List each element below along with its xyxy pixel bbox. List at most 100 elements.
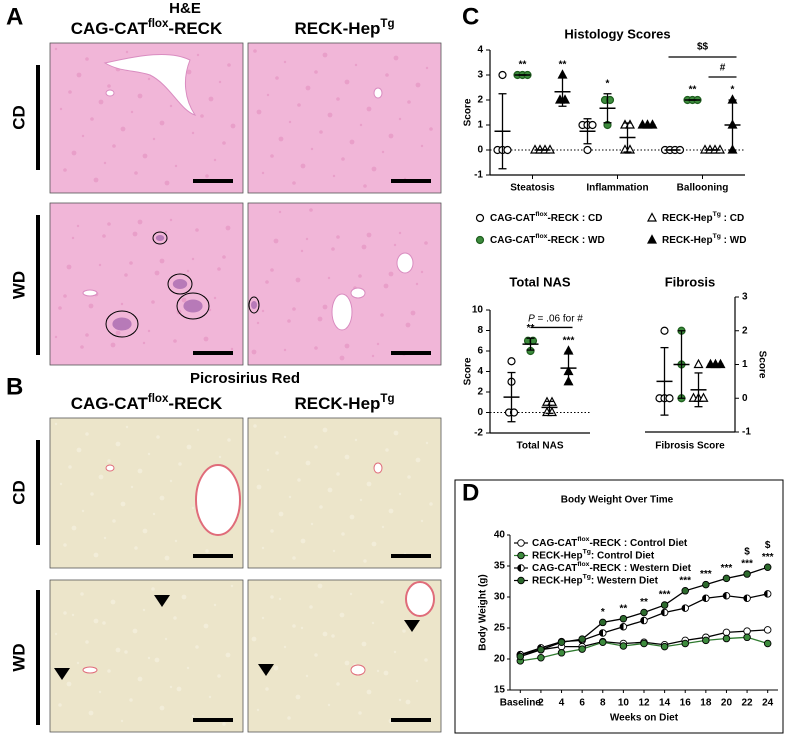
texture bbox=[266, 468, 270, 472]
texture bbox=[292, 181, 296, 185]
y-tick-label: -2 bbox=[474, 428, 483, 439]
texture bbox=[314, 346, 318, 350]
data-point bbox=[503, 145, 512, 155]
superscript: Tg bbox=[380, 393, 394, 405]
texture bbox=[76, 72, 82, 78]
texture bbox=[393, 430, 399, 436]
lesion-outline bbox=[176, 292, 210, 320]
texture bbox=[147, 77, 151, 81]
legend-label: RECK-HepTg: Western Diet bbox=[532, 574, 659, 586]
texture bbox=[420, 270, 424, 274]
vessel bbox=[396, 252, 414, 274]
superscript: Tg bbox=[380, 18, 394, 30]
data-point bbox=[599, 629, 607, 637]
texture bbox=[59, 482, 63, 486]
data-point bbox=[619, 614, 628, 623]
texture bbox=[115, 330, 121, 336]
texture bbox=[137, 468, 143, 474]
micrograph bbox=[247, 202, 442, 366]
texture bbox=[429, 127, 433, 131]
arrowhead bbox=[258, 664, 274, 676]
texture bbox=[63, 294, 67, 298]
texture bbox=[305, 237, 309, 241]
texture bbox=[107, 669, 111, 673]
texture bbox=[300, 163, 306, 169]
data-point bbox=[516, 652, 525, 661]
texture bbox=[275, 451, 279, 455]
data-point bbox=[619, 623, 628, 631]
texture bbox=[54, 632, 58, 636]
y-axis-label: Body Weight (g) bbox=[478, 574, 489, 650]
legend-label: CAG-CATflox-RECK : Control Diet bbox=[532, 536, 688, 548]
data-point bbox=[498, 70, 507, 80]
x-tick-label: Fibrosis Score bbox=[655, 441, 725, 452]
texture bbox=[85, 333, 89, 337]
texture bbox=[71, 150, 77, 156]
y-tick-label: 25 bbox=[494, 623, 506, 634]
texture bbox=[380, 600, 384, 604]
texture bbox=[359, 498, 363, 502]
texture bbox=[388, 271, 394, 277]
legend-marker bbox=[475, 235, 485, 245]
legend-label: CAG-CATflox-RECK : WD bbox=[490, 233, 605, 245]
texture bbox=[54, 422, 58, 426]
texture bbox=[134, 171, 138, 175]
texture bbox=[393, 243, 397, 247]
data-point bbox=[537, 654, 545, 662]
texture bbox=[385, 448, 389, 452]
texture bbox=[54, 335, 58, 339]
data-point bbox=[702, 594, 710, 602]
texture bbox=[107, 222, 111, 226]
texture bbox=[410, 310, 416, 316]
superscript: flox bbox=[577, 561, 589, 568]
data-point bbox=[763, 626, 772, 634]
vessel bbox=[350, 664, 366, 676]
texture bbox=[371, 166, 377, 172]
texture bbox=[415, 82, 421, 88]
texture bbox=[186, 269, 190, 273]
lesion bbox=[155, 235, 165, 241]
texture bbox=[383, 670, 389, 676]
texture bbox=[213, 603, 217, 607]
x-tick-label: 24 bbox=[762, 698, 774, 709]
texture bbox=[425, 66, 429, 70]
texture bbox=[176, 686, 182, 692]
texture bbox=[147, 452, 151, 456]
x-tick-label: 4 bbox=[559, 698, 565, 709]
y-tick-label: 0 bbox=[477, 407, 483, 418]
texture bbox=[295, 694, 301, 700]
x-tick-label: 18 bbox=[700, 698, 712, 709]
text-part: CAG-CAT bbox=[490, 235, 535, 246]
texture bbox=[256, 484, 262, 490]
significance: *** bbox=[762, 552, 774, 563]
texture bbox=[309, 605, 313, 609]
micrograph bbox=[49, 579, 244, 733]
legend-marker bbox=[475, 213, 485, 223]
texture bbox=[300, 538, 306, 544]
texture bbox=[154, 657, 160, 663]
significance: ** bbox=[640, 597, 648, 608]
texture bbox=[205, 174, 209, 178]
data-point bbox=[599, 618, 607, 627]
texture bbox=[359, 123, 363, 127]
data-point bbox=[507, 357, 516, 366]
texture bbox=[402, 629, 406, 633]
texture bbox=[319, 505, 323, 509]
italic-part: P bbox=[528, 313, 535, 324]
texture bbox=[195, 228, 199, 232]
texture bbox=[273, 665, 279, 671]
texture bbox=[366, 232, 372, 238]
texture bbox=[66, 681, 72, 687]
texture bbox=[424, 241, 428, 245]
data-point bbox=[640, 616, 648, 625]
texture bbox=[54, 47, 58, 51]
text-part: CAG-CAT bbox=[71, 19, 149, 38]
texture bbox=[339, 612, 345, 618]
texture bbox=[393, 650, 397, 654]
texture bbox=[415, 282, 419, 286]
texture bbox=[81, 509, 85, 513]
texture bbox=[297, 478, 301, 482]
texture bbox=[174, 164, 178, 168]
vessel bbox=[82, 289, 98, 297]
